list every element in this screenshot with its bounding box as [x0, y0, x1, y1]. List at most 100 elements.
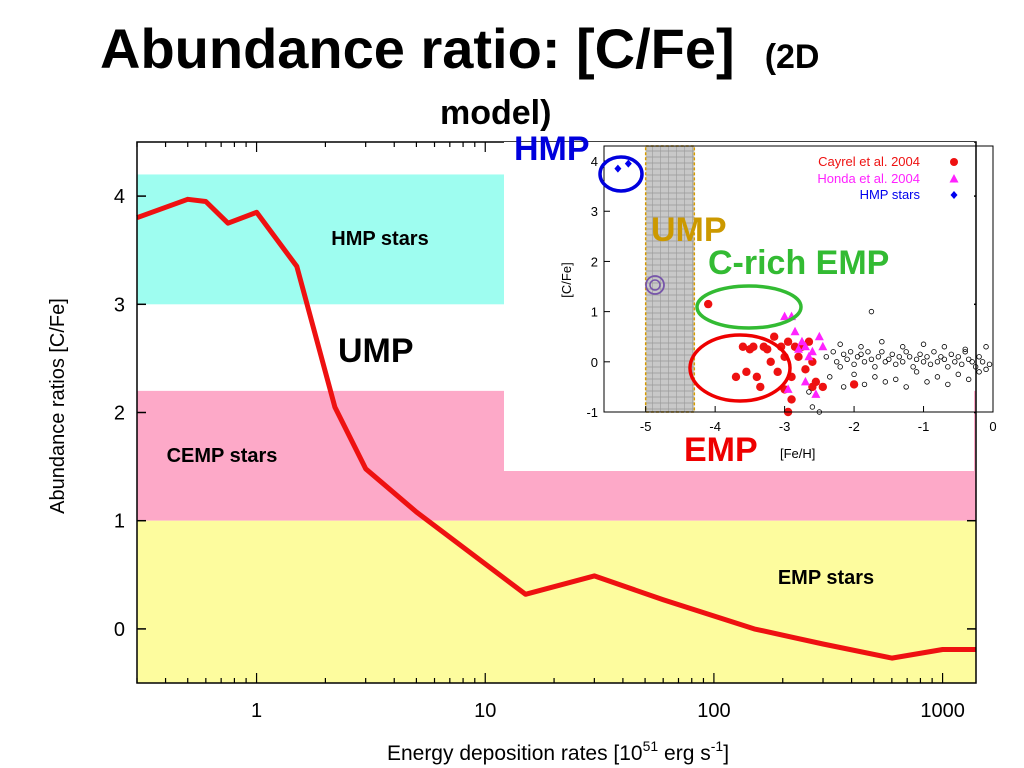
field-star-point — [847, 349, 854, 355]
field-star-point — [941, 356, 948, 363]
field-star-point — [872, 374, 878, 380]
cayrel-point — [769, 332, 779, 341]
honda-point — [818, 341, 828, 351]
y-tick-label: 2 — [114, 403, 125, 425]
inset-background — [504, 142, 974, 471]
hmp-point — [624, 159, 632, 168]
field-star-point — [882, 379, 889, 385]
field-star-point — [938, 354, 944, 360]
x-label-part: Energy deposition rates [10 — [387, 742, 643, 765]
field-star-point — [952, 359, 958, 365]
inset-y-tick-label: 3 — [591, 204, 598, 219]
cayrel-point — [808, 382, 817, 392]
field-star-point — [854, 354, 861, 360]
inset-x-axis-label: [Fe/H] — [780, 446, 815, 461]
band-label-1: CEMP stars — [167, 445, 278, 467]
field-star-point — [899, 359, 906, 365]
line-layer — [136, 196, 976, 661]
inset-y-tick-label: -1 — [586, 405, 598, 420]
field-star-point — [896, 354, 902, 360]
x-tick-label: 1000 — [920, 700, 965, 722]
field-star-point — [875, 354, 882, 360]
field-star-point — [965, 356, 972, 363]
inset-x-tick-label: 0 — [989, 419, 996, 434]
honda-point — [794, 344, 803, 353]
inset-axes: -1 0 1 2 3 4 -5 -4 -3 -2 -1 0 [C/Fe] [Fe/H] — [559, 145, 997, 461]
field-star-point — [920, 359, 927, 365]
x-tick-label: 10 — [474, 700, 496, 722]
field-star-point — [893, 376, 899, 383]
inset-y-tick-label: 0 — [591, 355, 598, 370]
field-star-point — [913, 356, 920, 363]
x-axis-label: Energy deposition rates [1051 erg s-1] — [387, 738, 729, 765]
field-star-point — [865, 349, 871, 355]
field-star-point — [959, 361, 965, 368]
field-star-point — [872, 364, 878, 370]
field-star-point — [809, 404, 816, 410]
field-star-point — [886, 356, 892, 363]
field-star-point — [934, 359, 941, 365]
field-star-point — [976, 354, 982, 360]
field-star-point — [893, 361, 899, 368]
field-star-point — [924, 379, 930, 385]
field-star-point — [837, 341, 843, 347]
cayrel-point — [756, 382, 765, 392]
inset-frame — [603, 145, 994, 413]
inset-x-tick-label: -1 — [918, 419, 930, 434]
field-star-point — [823, 354, 829, 360]
inset-points — [614, 159, 993, 417]
y-tick-label: 3 — [114, 294, 125, 316]
field-star-point — [851, 361, 857, 368]
x-label-part: erg s — [658, 742, 711, 765]
field-star-point — [972, 364, 979, 370]
cayrel-point — [818, 382, 828, 392]
field-star-point — [903, 349, 909, 355]
cayrel-point — [766, 357, 775, 367]
field-star-point — [840, 351, 847, 357]
field-star-point — [917, 351, 923, 357]
y-tick-label: 0 — [114, 619, 125, 641]
field-star-point — [899, 344, 906, 350]
band-label-0: HMP stars — [331, 228, 428, 250]
field-star-point — [979, 359, 986, 365]
field-star-point — [983, 344, 989, 350]
hmp-label: HMP — [514, 130, 590, 168]
field-star-point — [924, 354, 930, 360]
cayrel-point — [801, 365, 810, 374]
band-emp-stars — [137, 520, 976, 683]
field-star-point — [906, 354, 913, 360]
field-star-point — [962, 346, 968, 352]
field-star-point — [840, 384, 847, 390]
cayrel-point — [749, 342, 758, 351]
field-star-point — [882, 359, 889, 365]
field-star-point — [986, 361, 993, 368]
field-star-point — [851, 371, 857, 378]
field-star-point — [910, 364, 916, 370]
y-tick-label: 1 — [114, 511, 125, 533]
legend-label: Cayrel et al. 2004 — [818, 154, 920, 169]
cayrel-point — [849, 380, 859, 389]
cayrel-point — [742, 367, 751, 377]
x-tick-label: 100 — [697, 700, 730, 722]
inset-y-axis-label: [C/Fe] — [559, 262, 574, 297]
field-star-point — [955, 371, 961, 378]
field-star-point — [868, 308, 875, 315]
special-point-inner — [649, 279, 661, 291]
cayrel-point — [731, 372, 741, 382]
honda-point — [811, 389, 821, 398]
series-line — [136, 196, 976, 661]
ump-annotation: UMP — [338, 332, 414, 370]
field-star-point — [827, 374, 833, 380]
field-star-point — [830, 349, 836, 355]
field-star-point — [858, 351, 864, 357]
inset-y-tick-label: 2 — [591, 254, 598, 269]
honda-point — [780, 311, 790, 321]
field-star-point — [868, 356, 875, 363]
emp-ellipse — [688, 333, 792, 403]
x-label-part: -1 — [711, 738, 724, 754]
inset-y-tick-label: 4 — [591, 154, 598, 169]
inset-x-tick-label: -5 — [640, 419, 652, 434]
